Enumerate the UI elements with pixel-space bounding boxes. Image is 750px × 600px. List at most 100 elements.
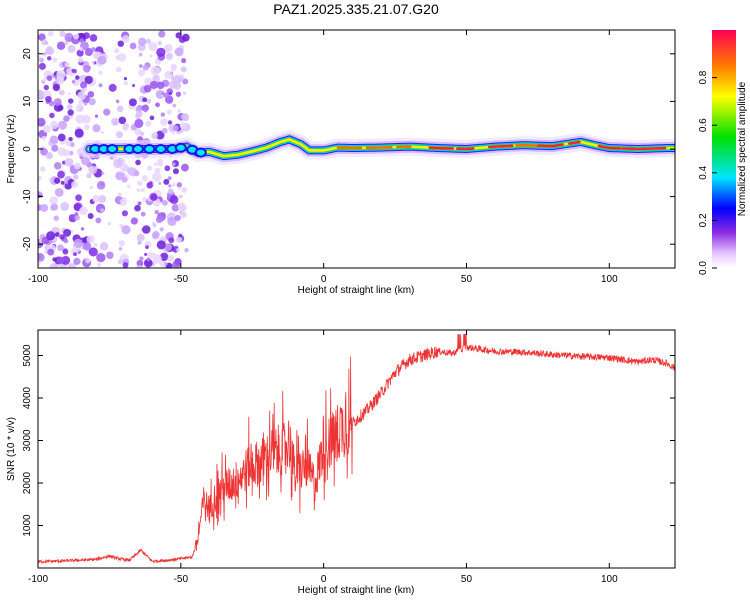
spectrogram-noise-speck <box>53 162 62 170</box>
snr-frame <box>37 329 676 569</box>
y-tick-label: 10 <box>22 95 33 107</box>
spectrogram-noise-speck <box>180 66 187 73</box>
spectrogram-noise-speck <box>94 243 98 247</box>
spectrogram-noise-speck <box>140 211 146 217</box>
colorbar-axis: 0.0 0.2 0.4 0.6 0.8 <box>698 70 717 275</box>
spectrogram-noise-speck <box>139 256 144 261</box>
spectrogram-noise-speck <box>46 75 53 81</box>
spectrogram-noise-speck <box>108 83 117 92</box>
spectrogram-noise-speck <box>64 157 74 167</box>
spectrogram-noise-speck <box>155 215 164 224</box>
spectrogram-noise-speck <box>89 34 98 42</box>
spectrogram-noise-speck <box>92 124 101 133</box>
spectrogram-noise-speck <box>66 104 73 110</box>
spectrogram-noise-speck <box>146 98 152 104</box>
spectrogram-noise-speck <box>67 92 71 96</box>
y-tick-label: 0 <box>22 146 33 152</box>
spectrogram-noise-speck <box>144 258 152 266</box>
spectrogram-noise-speck <box>38 33 46 42</box>
spectrogram-noise-speck <box>103 108 111 116</box>
spectrogram-noise-speck <box>88 98 96 106</box>
spectrogram-noise-speck <box>71 181 78 189</box>
spectrogram-noise-speck <box>115 66 122 73</box>
spectrogram-noise-speck <box>155 102 160 108</box>
spectrogram-noise-speck <box>156 47 166 58</box>
spectrogram-noise-speck <box>181 186 188 193</box>
spectrogram-noise-speck <box>38 261 41 266</box>
spectrogram-blob <box>194 147 207 158</box>
spectrogram-noise-speck <box>118 247 123 251</box>
spectrogram-noise-speck <box>126 167 135 176</box>
spectrogram-noise-speck <box>117 53 127 62</box>
spectrogram-noise-speck <box>96 180 106 190</box>
spectrogram-noise-speck <box>40 148 48 156</box>
spectrogram-noise-speck <box>100 208 104 213</box>
spectrogram-noise-speck <box>115 131 124 139</box>
spectrogram-noise-speck <box>57 244 64 252</box>
y-tick-label: 5000 <box>22 344 33 367</box>
figure-title: PAZ1.2025.335.21.07.G20 <box>273 1 439 17</box>
spectrogram-noise-speck <box>167 176 172 181</box>
spectrogram-noise-speck <box>115 171 124 181</box>
spectrogram-noise-speck <box>83 65 91 73</box>
spectrogram-noise-speck <box>73 203 82 211</box>
spectrogram-noise-speck <box>63 228 72 237</box>
spectrogram-blob <box>154 144 167 154</box>
spectrogram-noise-speck <box>71 80 76 84</box>
spectrogram-noise-speck <box>87 212 94 219</box>
spectrogram-noise-speck <box>137 69 146 77</box>
snr-y-label: SNR (10 * v/v) <box>6 417 17 481</box>
spectrogram-noise-speck <box>43 84 49 91</box>
snr-series-line <box>38 333 675 565</box>
spectrogram-noise-speck <box>164 165 171 172</box>
spectrogram-noise-speck <box>149 80 158 89</box>
spectrogram-noise-speck <box>178 233 183 238</box>
spectrogram-noise-speck <box>67 44 76 53</box>
spectrogram-noise-speck <box>100 130 104 134</box>
spectrogram-noise-speck <box>89 185 94 190</box>
spectrogram-noise-speck <box>161 199 168 206</box>
colorbar-tick-label: 0.2 <box>698 213 709 227</box>
spectrogram-ridge-peak <box>488 144 514 149</box>
spectrogram-x-axis: -100 -50 0 50 100 <box>28 30 618 285</box>
spectrogram-noise-speck <box>52 83 61 92</box>
spectrogram-noise-speck <box>53 98 62 107</box>
y-tick-label: -10 <box>22 189 33 204</box>
spectrogram-noise-speck <box>117 192 122 197</box>
spectrogram-noise-speck <box>164 71 173 79</box>
spectrogram-noise-speck <box>180 163 189 172</box>
spectrogram-noise-speck <box>57 104 64 111</box>
spectrogram-noise-speck <box>74 162 81 170</box>
spectrogram-noise-speck <box>146 257 151 262</box>
spectrogram-noise-speck <box>57 133 66 142</box>
spectrogram-ridge-peak <box>365 145 393 150</box>
spectrogram-noise-speck <box>96 252 106 263</box>
spectrogram-noise-speck <box>44 250 49 255</box>
spectrogram-noise-speck <box>79 206 88 216</box>
spectrogram-noise-speck <box>128 98 137 107</box>
spectrogram-noise-speck <box>163 178 170 185</box>
spectrogram-noise-speck <box>91 60 95 65</box>
spectrogram-noise-speck <box>46 231 56 241</box>
spectrogram-noise-speck <box>157 158 164 165</box>
spectrogram-noise-speck <box>142 197 147 202</box>
spectrogram-noise-speck <box>56 41 66 51</box>
spectrogram-noise-speck <box>123 80 129 86</box>
spectrogram-noise-speck <box>141 174 148 181</box>
spectrogram-noise-speck <box>38 117 46 127</box>
spectrogram-noise-speck <box>60 202 70 211</box>
colorbar-tick-label: 0.0 <box>698 261 709 275</box>
y-tick-label: -20 <box>22 237 33 252</box>
spectrogram-noise-speck <box>175 236 183 243</box>
spectrogram-noise-speck <box>121 225 131 235</box>
spectrogram-noise-speck <box>134 204 141 212</box>
spectrogram-noise-speck <box>47 248 55 256</box>
spectrogram-noise-speck <box>116 105 124 113</box>
spectrogram-noise-speck <box>136 259 144 267</box>
spectrogram-noise-speck <box>167 216 177 227</box>
spectrogram-noise-speck <box>142 64 149 71</box>
spectrogram-noise-speck <box>158 30 166 38</box>
spectrogram-noise-speck <box>114 48 120 54</box>
x-tick-label: -50 <box>174 274 189 285</box>
spectrogram-noise-speck <box>126 184 131 189</box>
